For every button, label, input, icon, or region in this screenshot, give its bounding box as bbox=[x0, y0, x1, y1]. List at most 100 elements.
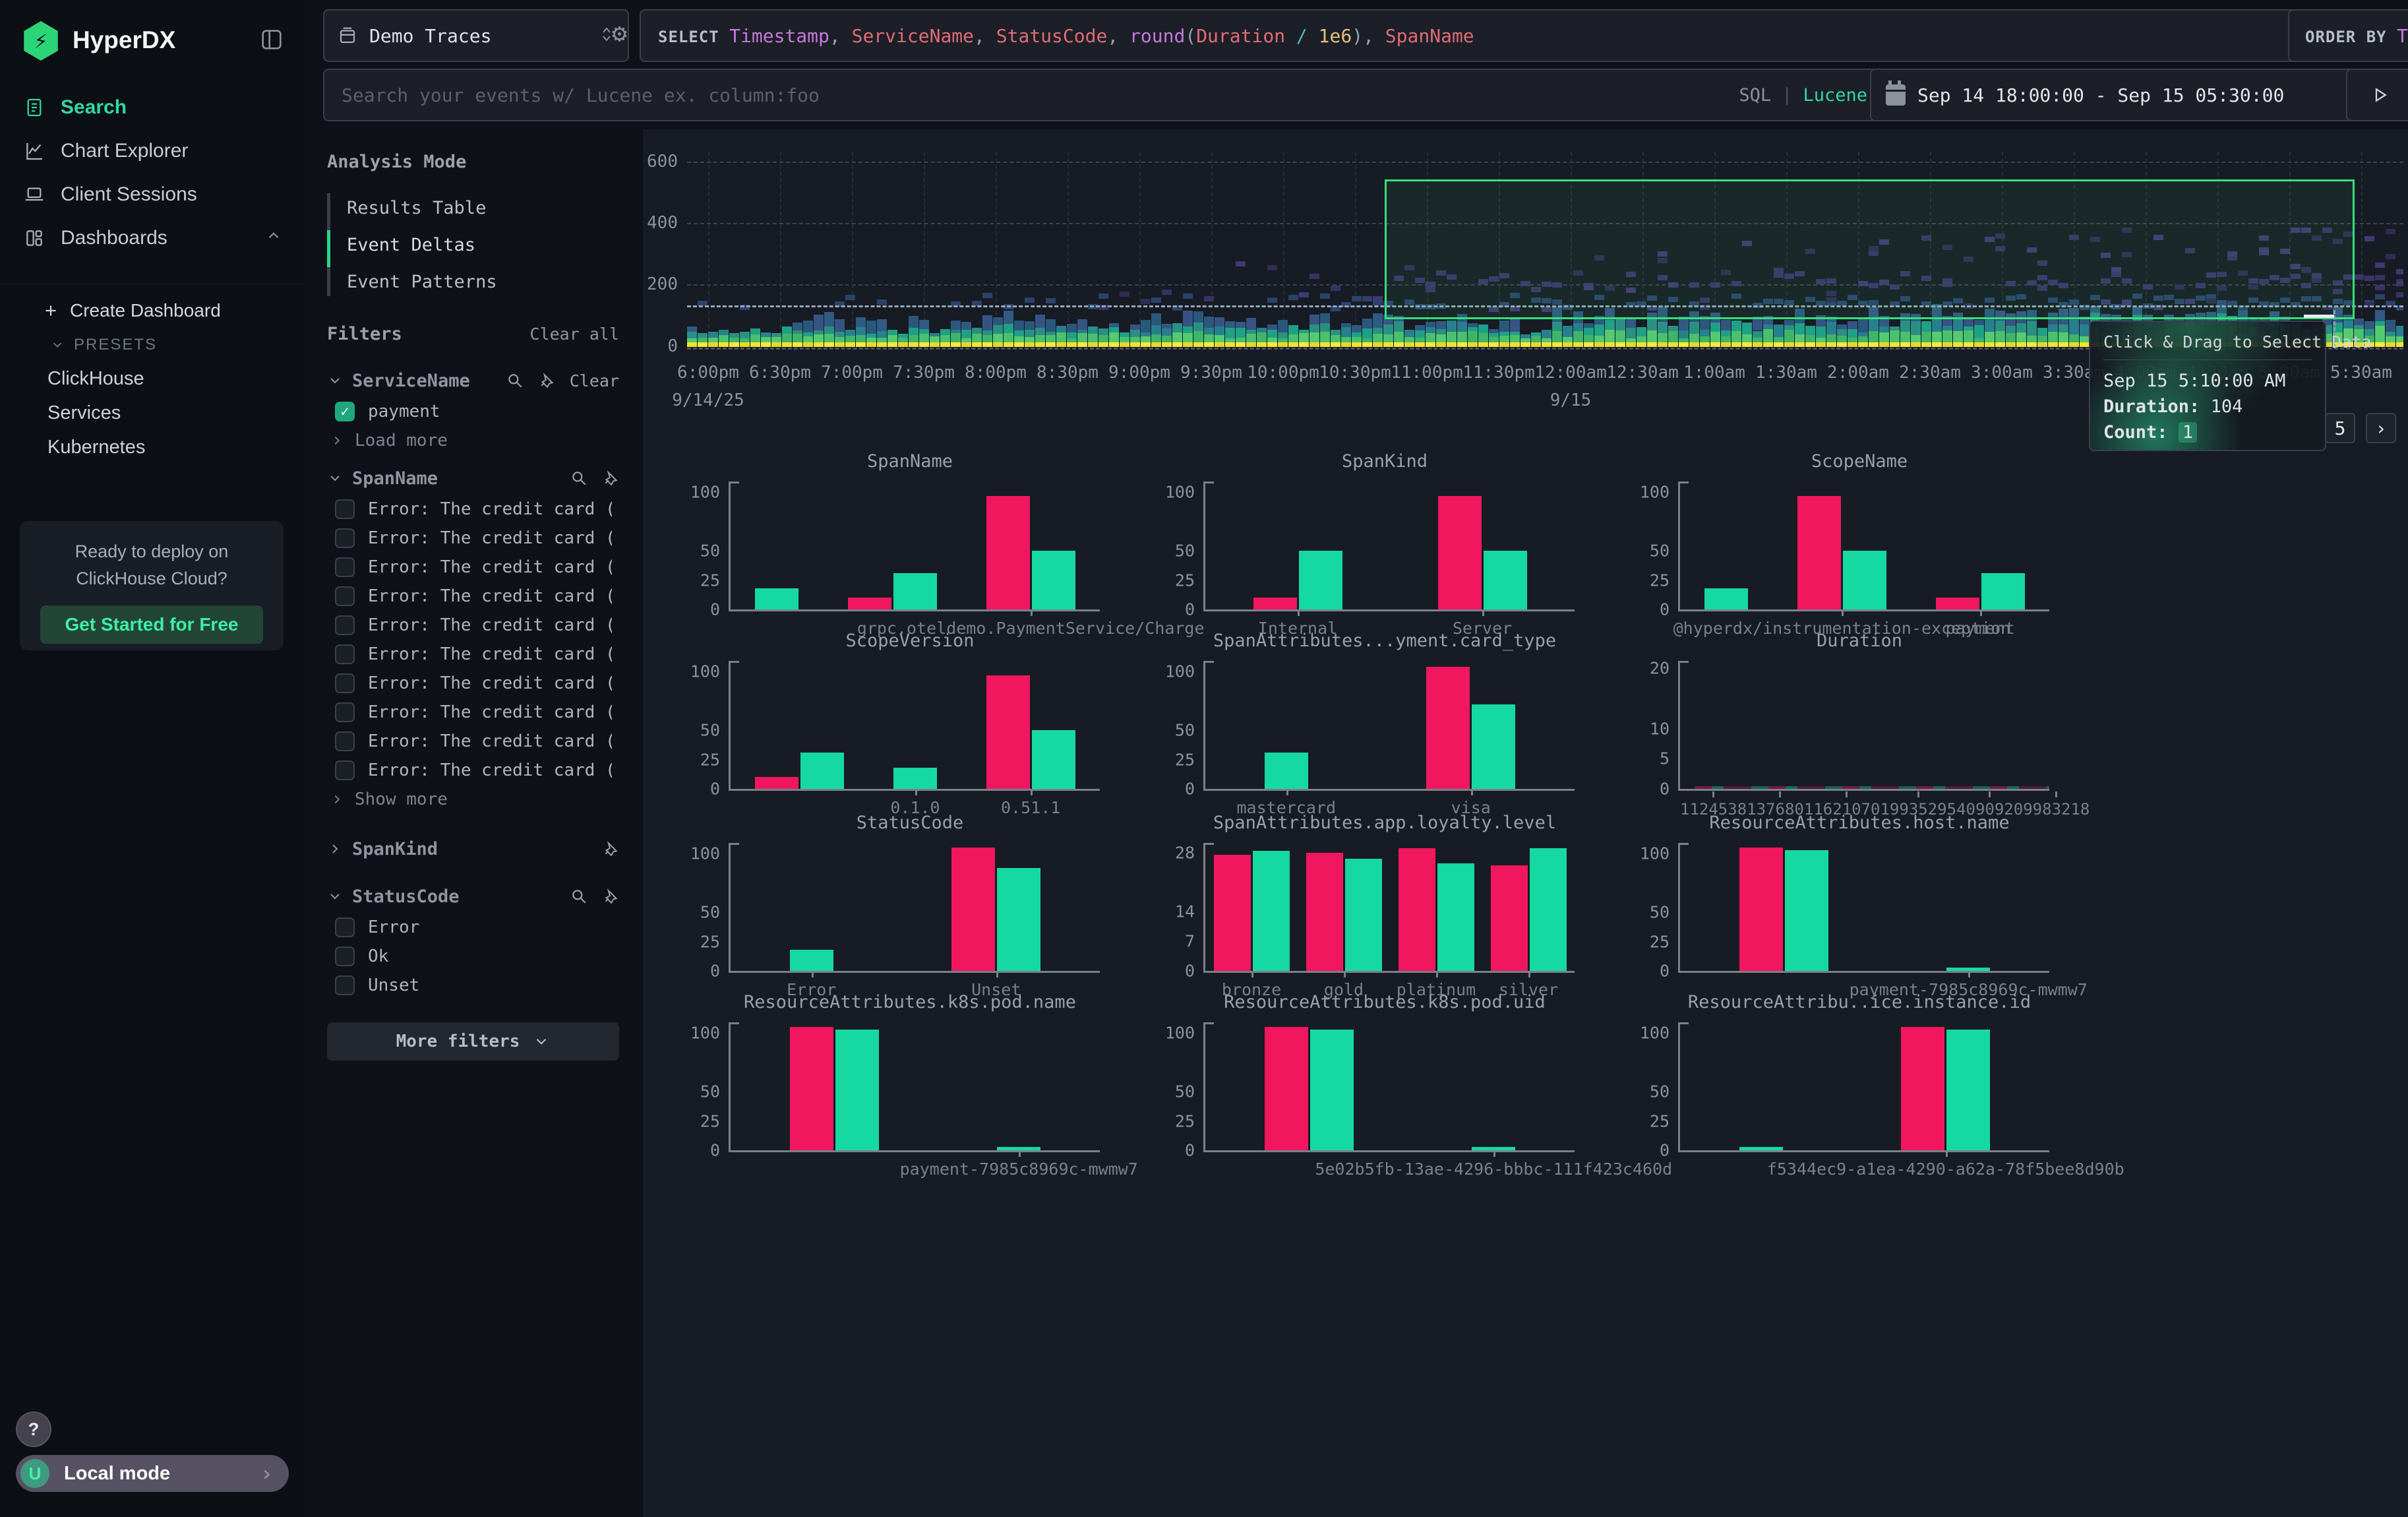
search-doc-icon bbox=[27, 98, 42, 117]
filter-option[interactable]: ✓ Error: The credit card (… bbox=[327, 524, 619, 553]
create-dashboard-button[interactable]: Create Dashboard bbox=[0, 293, 303, 328]
sidebar-item-clickhouse[interactable]: ClickHouse bbox=[47, 367, 144, 389]
filter-option[interactable]: ✓ Error: The credit card (… bbox=[327, 756, 619, 785]
load-more-link[interactable]: Load more bbox=[327, 426, 619, 455]
sql-select-input[interactable]: SELECT Timestamp, ServiceName, StatusCod… bbox=[640, 9, 2303, 62]
checkbox[interactable]: ✓ bbox=[335, 673, 355, 693]
sidebar-item-dashboards[interactable]: Dashboards bbox=[0, 216, 303, 260]
get-started-button[interactable]: Get Started for Free bbox=[40, 605, 263, 644]
checkbox[interactable]: ✓ bbox=[335, 557, 355, 577]
filter-option[interactable]: ✓ Error: The credit card (… bbox=[327, 495, 619, 524]
show-more-link[interactable]: Show more bbox=[327, 785, 619, 814]
heatmap-crosshair bbox=[2333, 310, 2335, 348]
sidebar-collapse-icon[interactable] bbox=[258, 26, 285, 53]
chart-title: ResourceAttributes.host.name bbox=[1709, 813, 2010, 833]
checkbox[interactable]: ✓ bbox=[335, 644, 355, 664]
analysis-option-event-patterns[interactable]: Event Patterns bbox=[347, 271, 497, 292]
filter-option[interactable]: ✓ Error: The credit card (… bbox=[327, 611, 619, 640]
filter-group-spankind[interactable]: SpanKind bbox=[327, 832, 619, 865]
next-page-button[interactable]: › bbox=[2366, 413, 2396, 443]
sidebar-item-kubernetes[interactable]: Kubernetes bbox=[47, 436, 146, 458]
page-number-button[interactable]: 5 bbox=[2325, 413, 2355, 443]
time-range-picker[interactable]: Sep 14 18:00:00 - Sep 15 05:30:00 bbox=[1870, 69, 2359, 121]
filter-option[interactable]: ✓ Error: The credit card (… bbox=[327, 669, 619, 698]
mini-chart-resourceattributes-k8s-pod-name[interactable]: ResourceAttributes.k8s.pod.name 0 25 50 100 p… bbox=[679, 992, 1141, 1179]
filter-option[interactable]: ✓ Ok bbox=[327, 942, 619, 971]
filter-option[interactable]: ✓ Error: The credit card (… bbox=[327, 640, 619, 669]
filter-option[interactable]: ✓ Error: The credit card (… bbox=[327, 582, 619, 611]
heatmap-selection-box[interactable] bbox=[1385, 179, 2355, 319]
run-query-button[interactable] bbox=[2346, 69, 2408, 121]
pin-icon bbox=[605, 470, 618, 486]
sql-toggle[interactable]: SQL bbox=[1739, 84, 1772, 106]
user-avatar: U bbox=[20, 1459, 49, 1488]
time-range-value: Sep 14 18:00:00 - Sep 15 05:30:00 bbox=[1917, 84, 2285, 106]
sidebar-item-services[interactable]: Services bbox=[47, 402, 121, 423]
order-by-input[interactable]: ORDER BY Timestamp DESC bbox=[2288, 9, 2408, 62]
checkbox[interactable]: ✓ bbox=[335, 402, 355, 421]
filter-option[interactable]: ✓ Unset bbox=[327, 971, 619, 1000]
source-select[interactable]: Demo Traces bbox=[323, 9, 629, 62]
sidebar-item-search[interactable]: Search bbox=[0, 86, 303, 129]
clear-all-button[interactable]: Clear all bbox=[529, 325, 619, 344]
filter-option-label: Error: The credit card (… bbox=[368, 731, 612, 751]
mini-chart-scopename[interactable]: ScopeName 0 25 50 100 @hyperdx/instrumentatio… bbox=[1629, 451, 2090, 638]
search-icon bbox=[572, 472, 586, 485]
mini-chart-scopeversion[interactable]: ScopeVersion 0 25 50 100 0.1.0 0.51.1 bbox=[679, 631, 1141, 817]
chevron-down-icon bbox=[537, 1038, 547, 1045]
mini-chart-resourceattributes-k8s-pod-uid[interactable]: ResourceAttributes.k8s.pod.uid 0 25 50 100 5e… bbox=[1154, 992, 1672, 1179]
filter-group-servicename[interactable]: ServiceName Clear bbox=[327, 364, 619, 397]
filter-option[interactable]: ✓ Error: The credit card (… bbox=[327, 698, 619, 727]
mini-chart-spanattributes-app-loyalty-level[interactable]: SpanAttributes.app.loyalty.level 0 7 14 28 br… bbox=[1154, 813, 1615, 999]
filter-option-label: Error: The credit card (… bbox=[368, 557, 612, 577]
filter-group-statuscode[interactable]: StatusCode bbox=[327, 880, 619, 913]
sidebar-item-client-sessions[interactable]: Client Sessions bbox=[0, 173, 303, 216]
duration-heatmap[interactable]: 600 400 200 0 6:00pm 6:30pm 7:00pm 7:30pm 8:00pm… bbox=[647, 152, 2403, 410]
mini-chart-spankind[interactable]: SpanKind 0 25 50 100 Internal Server bbox=[1154, 451, 1615, 638]
clear-group-button[interactable]: Clear bbox=[569, 371, 619, 390]
mini-chart-duration[interactable]: Duration 0 5 10 20 1124538 1376801 1621070 19935… bbox=[1629, 631, 2090, 819]
local-mode-menu[interactable]: U Local mode › bbox=[16, 1455, 289, 1492]
filters-title: Filters bbox=[327, 324, 402, 344]
search-bar[interactable]: SQL | Lucene bbox=[323, 69, 1884, 121]
heatmap-pagination: 5 › bbox=[2325, 413, 2396, 443]
filter-option[interactable]: ✓ Error: The credit card (… bbox=[327, 727, 619, 756]
checkbox[interactable]: ✓ bbox=[335, 946, 355, 966]
analysis-mode-title: Analysis Mode bbox=[327, 152, 467, 172]
checkbox[interactable]: ✓ bbox=[335, 499, 355, 519]
filter-option[interactable]: ✓ payment bbox=[327, 397, 619, 426]
analysis-option-event-deltas[interactable]: Event Deltas bbox=[347, 234, 476, 255]
search-input[interactable] bbox=[340, 83, 1739, 107]
tooltip-count: Count: 1 bbox=[2090, 417, 2325, 443]
checkbox[interactable]: ✓ bbox=[335, 731, 355, 751]
checkbox[interactable]: ✓ bbox=[335, 615, 355, 635]
help-button[interactable]: ? bbox=[16, 1411, 51, 1447]
more-filters-button[interactable]: More filters bbox=[327, 1022, 619, 1061]
checkbox[interactable]: ✓ bbox=[335, 917, 355, 937]
query-language-toggle[interactable]: SQL | Lucene bbox=[1739, 84, 1867, 106]
mini-chart-resourceattributes-host-name[interactable]: ResourceAttributes.host.name 0 25 50 100 paym… bbox=[1629, 813, 2090, 999]
lucene-toggle[interactable]: Lucene bbox=[1803, 84, 1867, 106]
chart-title: Duration bbox=[1816, 631, 1903, 651]
mini-chart-resourceattribu-ice-instance-id[interactable]: ResourceAttribu..ice.instance.id 0 25 50 100… bbox=[1629, 992, 2124, 1179]
order-by-tokens: ORDER BY Timestamp DESC bbox=[2305, 24, 2408, 47]
filter-option[interactable]: ✓ Error bbox=[327, 913, 619, 942]
filter-option[interactable]: ✓ Error: The credit card (… bbox=[327, 553, 619, 582]
filters-panel: Analysis Mode Results Table Event Deltas… bbox=[303, 129, 643, 1517]
checkbox[interactable]: ✓ bbox=[335, 702, 355, 722]
pin-icon bbox=[605, 888, 618, 904]
checkbox[interactable]: ✓ bbox=[335, 975, 355, 995]
filter-group-spanname[interactable]: SpanName bbox=[327, 462, 619, 495]
checkbox[interactable]: ✓ bbox=[335, 760, 355, 780]
analysis-option-results-table[interactable]: Results Table bbox=[347, 197, 487, 218]
checkbox[interactable]: ✓ bbox=[335, 528, 355, 548]
gear-icon[interactable]: ⚙ bbox=[612, 18, 627, 47]
mini-chart-spanattributes-yment-card-type[interactable]: SpanAttributes...yment.card_type 0 25 50 100… bbox=[1154, 631, 1615, 817]
filter-option-label: Error bbox=[368, 917, 420, 937]
presets-toggle[interactable]: PRESETS bbox=[0, 328, 303, 361]
mini-chart-spanname[interactable]: SpanName 0 25 50 100 grpc.oteldemo.PaymentSer… bbox=[679, 451, 1205, 638]
sidebar-item-chart-explorer[interactable]: Chart Explorer bbox=[0, 129, 303, 173]
checkbox[interactable]: ✓ bbox=[335, 586, 355, 606]
mini-chart-statuscode[interactable]: StatusCode 0 25 50 100 Error Unset bbox=[679, 813, 1141, 999]
